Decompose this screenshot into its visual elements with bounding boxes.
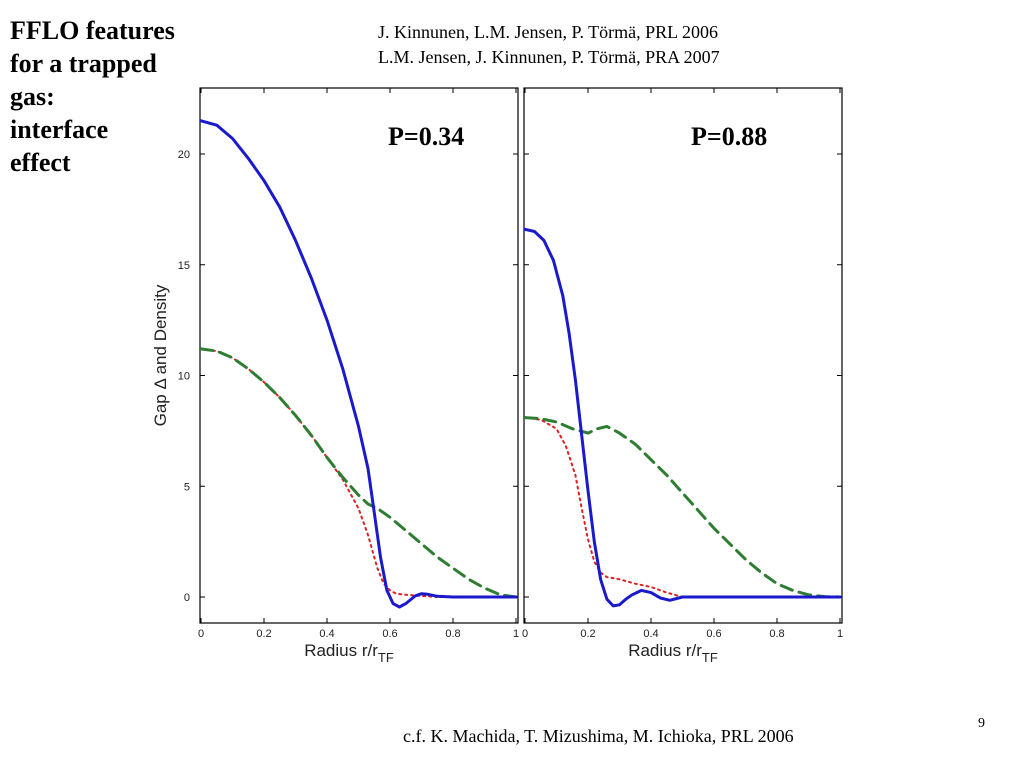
x-tick-label: 0.2 [580,628,595,640]
x-tick-label: 0 [198,628,204,640]
y-tick-label: 20 [178,149,190,161]
x-tick-label: 0.2 [256,628,271,640]
y-tick-label: 15 [178,260,190,272]
x-axis-label: Radius r/rTF [304,641,394,665]
series-line-solid [524,227,842,608]
reference-line: J. Kinnunen, L.M. Jensen, P. Törmä, PRL … [378,22,718,42]
x-tick-label: 0.8 [769,628,784,640]
footer-citation: c.f. K. Machida, T. Mizushima, M. Ichiok… [403,726,794,746]
y-tick-label: 0 [184,592,190,604]
x-tick-label: 0.6 [382,628,397,640]
chart-panel-2: 0 0.2 0.4 0.6 0.8 1 Radius r/rTF P=0.88 [522,87,843,665]
title-line: effect [10,148,71,177]
x-tick-label: 1 [837,628,843,640]
panel-label: P=0.34 [388,122,464,151]
plot-frame [199,87,519,624]
y-axis-label: Gap Δ and Density [151,284,170,426]
series-line-dashed [200,347,518,599]
series-line-dotted [524,416,841,598]
x-tick-label: 0.8 [445,628,460,640]
title-line: interface [10,115,109,144]
x-axis-label: Radius r/rTF [628,641,718,665]
series-line-dashed [524,416,842,599]
slide-title: FFLO features for a trapped gas: interfa… [10,14,240,179]
title-line: gas: [10,82,55,111]
x-tick-label: 0 [522,628,528,640]
plot-frame [523,87,843,624]
page-number: 9 [978,716,985,731]
y-tick-label: 10 [178,371,190,383]
x-tick-label: 1 [513,628,519,640]
x-tick-label: 0.6 [706,628,721,640]
x-tick-label: 0.4 [643,628,658,640]
y-tick-label: 5 [184,481,190,493]
title-line: for a trapped [10,49,157,78]
panel-label: P=0.88 [691,122,767,151]
series-line-dotted [200,347,517,598]
references: J. Kinnunen, L.M. Jensen, P. Törmä, PRL … [378,20,720,70]
series-line-solid [200,119,518,609]
title-line: FFLO features [10,16,175,45]
reference-line: L.M. Jensen, J. Kinnunen, P. Törmä, PRA … [378,47,720,67]
x-tick-label: 0.4 [319,628,334,640]
